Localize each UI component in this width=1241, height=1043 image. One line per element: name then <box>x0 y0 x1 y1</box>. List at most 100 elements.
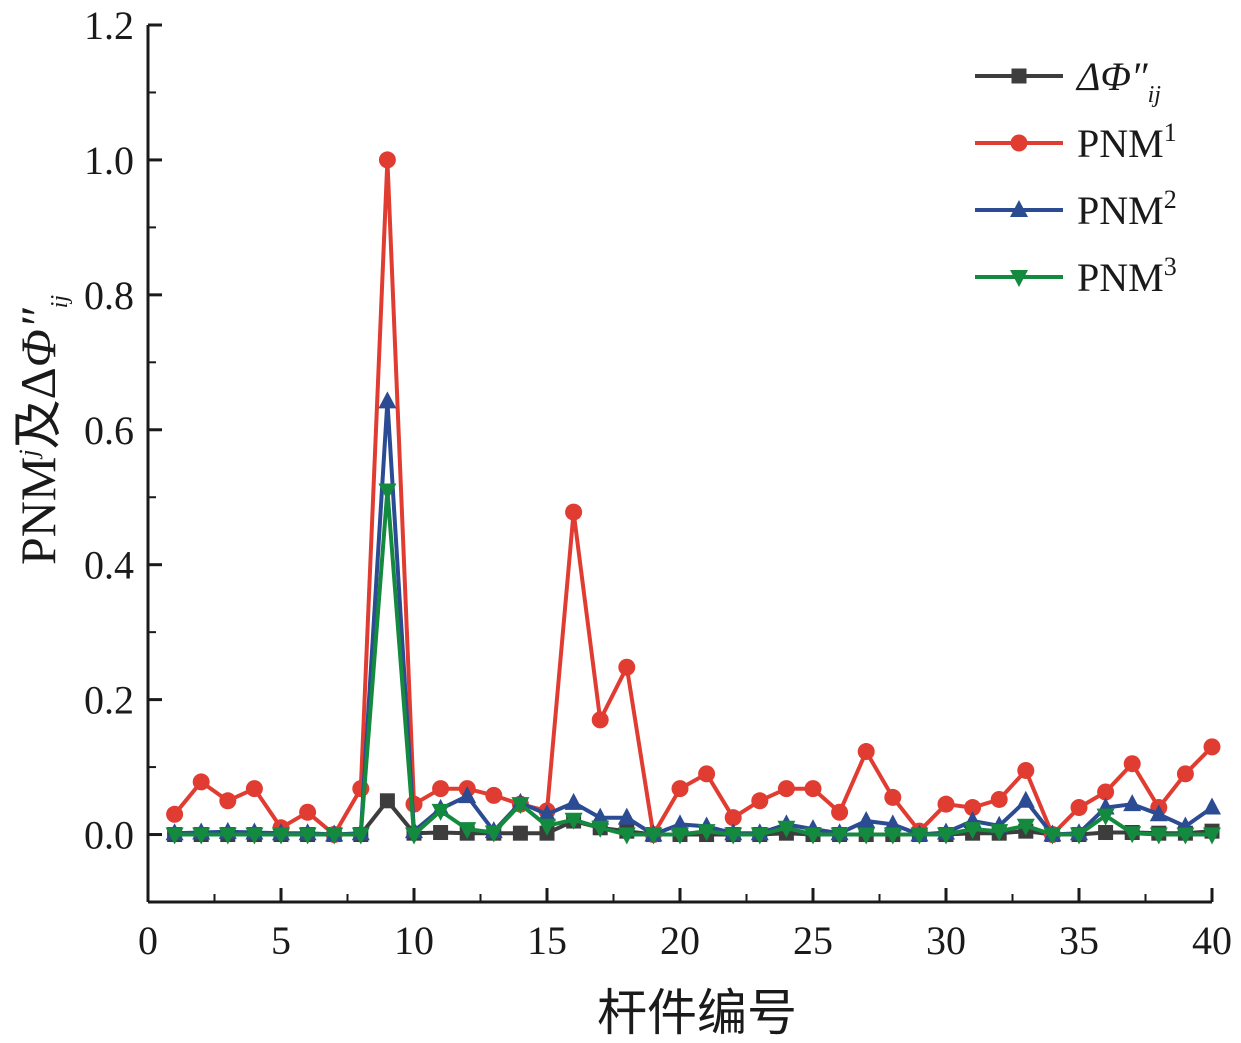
series-3 <box>165 391 1221 842</box>
data-point <box>432 780 450 798</box>
data-point <box>964 799 982 817</box>
legend-item: ΔΦ″ij <box>975 54 1161 108</box>
data-point <box>1017 761 1035 779</box>
legend-item: PNM2 <box>975 185 1177 233</box>
y-tick-label: 1.0 <box>84 138 134 183</box>
x-tick-label: 30 <box>926 918 966 963</box>
data-point <box>777 780 795 798</box>
data-point <box>1097 783 1115 801</box>
legend-label-main: PNM <box>1077 121 1164 166</box>
data-point <box>937 795 955 813</box>
series-line <box>174 488 1212 837</box>
x-axis-title: 杆件编号 <box>597 985 797 1041</box>
data-point <box>857 827 876 845</box>
data-point <box>1096 808 1115 826</box>
y-title-delta: Δ <box>10 367 66 399</box>
data-point <box>165 827 184 845</box>
data-point <box>830 827 849 845</box>
data-point <box>1203 797 1221 815</box>
legend-label-sup: 1 <box>1164 118 1177 147</box>
data-point <box>1070 799 1088 817</box>
data-point <box>884 788 902 806</box>
y-axis-title: PNMj及ΔΦ″ij <box>10 295 73 565</box>
data-point <box>831 803 849 821</box>
legend-marker <box>1010 270 1028 287</box>
data-point <box>1149 804 1168 822</box>
data-point <box>1176 765 1194 783</box>
data-point <box>1043 827 1062 845</box>
legend-item: PNM3 <box>975 252 1177 300</box>
data-point <box>512 825 528 841</box>
data-point <box>963 822 982 840</box>
y-ticks: 0.0 0.2 0.4 0.6 0.8 1.0 1.2 <box>84 3 162 858</box>
legend-label-sup: 2 <box>1164 185 1177 214</box>
data-point <box>218 827 237 845</box>
legend-marker <box>1010 134 1028 152</box>
data-point <box>378 391 397 409</box>
y-tick-label: 0.4 <box>84 543 134 588</box>
data-point <box>351 827 370 845</box>
data-point <box>431 803 450 821</box>
data-point <box>565 503 583 521</box>
data-point <box>272 827 290 845</box>
data-point <box>990 790 1008 808</box>
data-point <box>591 820 610 838</box>
legend-label: ΔΦ″ij <box>1075 54 1161 108</box>
data-point <box>219 792 237 810</box>
data-point <box>857 811 876 829</box>
data-point <box>325 827 344 845</box>
axes: 0 5 10 15 20 25 30 35 40 0.0 0.2 0.4 0.6 0.8 1.0 1.2 <box>84 3 1232 963</box>
data-point <box>1176 827 1195 845</box>
data-point <box>750 827 769 845</box>
data-point <box>618 658 636 676</box>
data-point <box>564 812 583 830</box>
y-tick-label: 1.2 <box>84 3 134 48</box>
data-point <box>804 780 822 798</box>
y-title-prefix: PNM <box>10 457 66 565</box>
x-tick-label: 15 <box>527 918 567 963</box>
legend-label: PNM2 <box>1077 185 1177 233</box>
data-point <box>937 827 955 845</box>
data-point <box>484 825 503 843</box>
data-point <box>192 773 210 791</box>
series-2 <box>166 151 1221 844</box>
data-point <box>379 793 395 809</box>
data-point <box>883 827 902 845</box>
data-point <box>698 765 716 783</box>
data-point <box>458 786 477 804</box>
legend-label-sup: 3 <box>1164 252 1177 281</box>
x-tick-label: 10 <box>394 918 434 963</box>
data-point <box>1016 818 1035 836</box>
data-point <box>405 827 423 845</box>
data-point <box>671 827 689 845</box>
y-tick-label: 0.0 <box>84 813 134 858</box>
data-point <box>751 792 769 810</box>
data-point <box>910 827 929 845</box>
x-tick-label: 25 <box>793 918 833 963</box>
legend-label-main: PNM <box>1077 255 1164 300</box>
legend-label-main: ΔΦ″ <box>1075 54 1149 99</box>
data-point <box>245 827 264 845</box>
data-point <box>777 820 796 838</box>
y-tick-label: 0.6 <box>84 408 134 453</box>
data-point <box>433 825 449 841</box>
data-point <box>617 807 636 825</box>
legend-marker <box>1011 68 1027 84</box>
legend-marker <box>1010 200 1028 217</box>
legend-label: PNM3 <box>1077 252 1177 300</box>
data-point <box>1149 827 1168 845</box>
data-point <box>538 818 556 836</box>
data-point <box>299 803 317 821</box>
y-title-phi: Φ <box>10 329 66 367</box>
data-point <box>724 827 743 845</box>
data-point <box>564 792 583 810</box>
legend-label-sub: ij <box>1148 82 1162 108</box>
y-tick-label: 0.8 <box>84 273 134 318</box>
data-point <box>857 743 875 761</box>
x-ticks: 0 5 10 15 20 25 30 35 40 <box>138 888 1232 963</box>
data-point <box>1123 794 1142 812</box>
y-title-prefix-sup: j <box>14 449 43 459</box>
data-point <box>617 827 636 845</box>
x-tick-label: 40 <box>1192 918 1232 963</box>
